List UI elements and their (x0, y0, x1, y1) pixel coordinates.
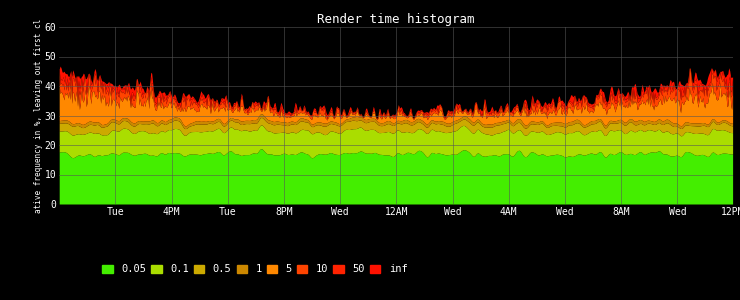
Y-axis label: ative frequency in %, leaving out first cl: ative frequency in %, leaving out first … (34, 18, 43, 213)
Legend: 0.05, 0.1, 0.5, 1, 5, 10, 50, inf: 0.05, 0.1, 0.5, 1, 5, 10, 50, inf (98, 260, 411, 278)
Title: Render time histogram: Render time histogram (317, 13, 474, 26)
